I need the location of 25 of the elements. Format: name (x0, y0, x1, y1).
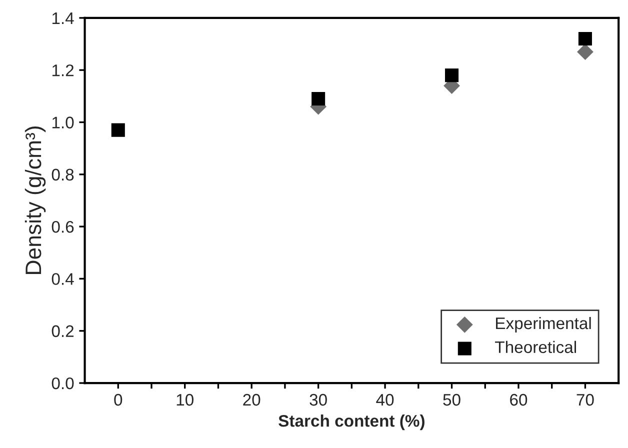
legend-label: Theoretical (495, 340, 576, 354)
x-tick-label: 40 (376, 394, 394, 406)
y-tick-label: 1.2 (52, 64, 74, 76)
x-tick-label: 60 (510, 394, 528, 406)
y-tick-label: 0.0 (52, 377, 74, 390)
x-tick-label: 70 (576, 394, 594, 406)
y-tick-label: 0.6 (52, 220, 74, 233)
x-tick-label: 0 (114, 394, 122, 406)
x-tick-label: 10 (176, 394, 194, 406)
y-tick-label: 0.8 (52, 168, 74, 181)
x-tick-label: 30 (310, 394, 327, 406)
point (578, 32, 592, 46)
y-tick-label: 0.4 (52, 273, 74, 285)
x-tick-label: 20 (243, 394, 260, 406)
y-tick-label: 1.4 (52, 12, 74, 24)
point (445, 68, 459, 82)
x-tick-label: 50 (443, 394, 460, 406)
point (577, 44, 594, 60)
y-axis-title: Density (g/cm³) (24, 126, 46, 274)
y-tick-label: 1.0 (52, 116, 74, 128)
point (312, 92, 326, 106)
point (111, 123, 125, 137)
y-tick-label: 0.2 (52, 325, 74, 338)
x-axis-title: Starch content (%) (278, 414, 424, 430)
legend-label: Experimental (496, 316, 591, 333)
